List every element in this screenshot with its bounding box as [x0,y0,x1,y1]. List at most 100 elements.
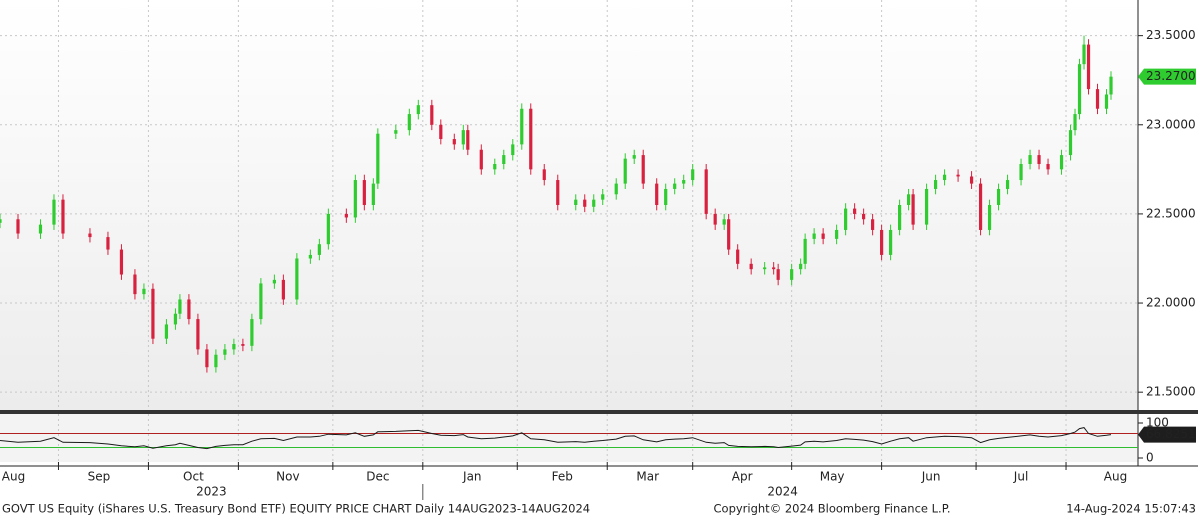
candle-body [106,237,110,250]
candle-body [1095,89,1100,109]
candle-body [430,105,434,125]
candle-body [259,283,263,320]
year-label: 2023 [196,485,227,499]
candle-body [623,158,627,184]
candle-body [520,108,524,145]
year-label: 2024 [767,485,798,499]
candle-body [978,183,983,230]
candle-body [223,349,227,355]
footer-center: Copyright© 2024 Bloomberg Finance L.P. [714,502,951,516]
candle-body [956,174,960,177]
rsi-line [0,427,1112,450]
candle-body [407,114,411,131]
candle-body [511,144,515,156]
candle-body [835,229,839,239]
candle-body [353,180,357,218]
candle-body [502,155,506,164]
candle-body [898,205,902,230]
candle-body [574,199,578,205]
y-tick-label: 21.5000 [1146,385,1196,399]
candle-body [987,205,992,230]
candle-body [1028,155,1032,164]
candle-body [592,199,596,207]
plot-background [0,0,1138,410]
candle-body [164,324,169,339]
candle-body [344,213,348,218]
candle-body [803,238,807,264]
candle-body [853,208,857,214]
candle-body [713,213,717,225]
candle-body [673,183,677,189]
candle-body [272,279,276,284]
candle-body [232,344,236,350]
candle-body [133,274,137,295]
candle-body [119,249,124,275]
candle-body [799,263,803,270]
candle-body [790,269,794,280]
candle-body [542,169,546,181]
x-tick-label: Feb [552,470,573,484]
candle-body [173,313,178,325]
candle-body [1073,114,1077,131]
candle-body [1082,44,1086,65]
last-price-label: 23.2700 [1146,69,1196,83]
x-tick-label: Jan [462,470,482,484]
candle-body [601,194,605,200]
y-tick-label: 22.0000 [1146,296,1196,310]
candle-body [196,319,200,350]
candle-body [38,224,43,234]
candle-body [727,219,731,250]
candle-body [1104,94,1109,109]
last-price-badge [1138,68,1196,85]
candle-body [1109,76,1113,95]
rsi-last-label: 66.8251 [1146,427,1196,441]
candle-body [1086,44,1091,90]
candle-body [704,169,708,214]
candle-body [151,288,155,339]
candle-body [1046,164,1050,170]
candle-body [394,130,398,134]
candle-body [205,349,209,368]
candle-body [821,233,825,239]
candle-body [911,194,915,225]
x-tick-label: Nov [276,470,299,484]
candle-body [308,254,312,259]
candle-body [214,354,218,368]
rsi-tick-label: 0 [1146,451,1154,465]
candle-body [529,108,533,170]
candle-body [187,299,191,320]
candle-body [664,188,668,205]
footer-left: GOVT US Equity (iShares U.S. Treasury Bo… [2,502,590,516]
candle-body [632,155,636,159]
candle-body [371,183,375,205]
x-tick-label: Aug [1104,470,1127,484]
y-tick-label: 22.5000 [1146,206,1196,220]
x-tick-label: Dec [366,470,389,484]
x-tick-label: Oct [183,470,204,484]
x-tick-label: Apr [732,470,753,484]
candle-body [493,164,497,170]
rsi-badge [1138,426,1196,443]
candle-body [295,258,299,300]
rsi-tick-label: 100 [1146,416,1169,430]
candle-body [439,124,443,140]
candle-body [362,180,366,205]
candle-body [614,183,618,195]
x-tick-label: May [820,470,845,484]
candle-body [583,199,587,207]
candle-body [250,319,254,346]
candle-body [749,263,753,270]
candle-body [736,249,740,264]
candle-body [1068,130,1073,156]
candle-body [844,208,848,230]
panel-separator-top [0,410,1198,414]
candle-body [1005,180,1010,189]
candle-body [772,267,776,270]
x-tick-label: Aug [2,470,25,484]
candle-body [889,229,893,255]
candle-body [376,133,380,184]
candle-body [241,344,245,346]
candle-body [655,183,659,205]
x-tick-label: Sep [88,470,111,484]
